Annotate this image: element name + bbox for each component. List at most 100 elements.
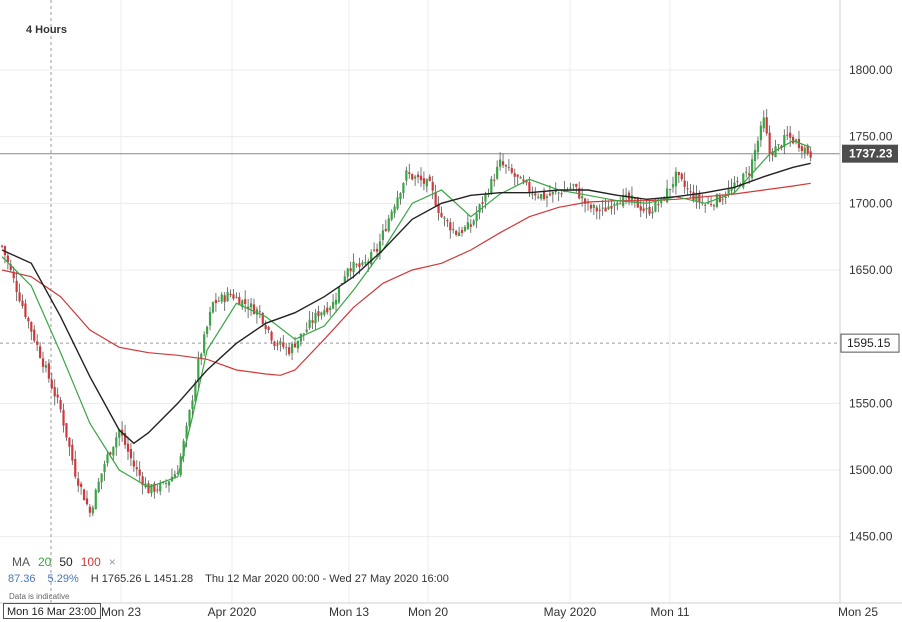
candle-body xyxy=(513,173,516,177)
candle-body xyxy=(490,178,493,194)
price-change-percent: 5.29% xyxy=(47,573,79,585)
candle-body xyxy=(528,181,531,193)
ma50-line xyxy=(1,162,811,445)
candle-body xyxy=(77,478,80,486)
candle-body xyxy=(642,208,645,211)
candle-body xyxy=(203,334,206,354)
remove-ma-icon[interactable]: × xyxy=(108,555,116,569)
date-range: Thu 12 Mar 2020 00:00 - Wed 27 May 2020 … xyxy=(205,573,449,585)
candle-body xyxy=(431,182,434,191)
candle-body xyxy=(82,489,86,501)
candle-body xyxy=(153,483,156,492)
candle-body xyxy=(273,341,276,347)
candle-body xyxy=(768,132,771,154)
candle-body xyxy=(809,151,812,158)
candle-body xyxy=(343,276,346,283)
candle-body xyxy=(437,203,440,214)
candle-body xyxy=(185,425,188,439)
candle-body xyxy=(296,340,300,349)
candle-body xyxy=(352,261,355,273)
candle-body xyxy=(97,481,100,493)
candle-body xyxy=(138,469,141,476)
candle-body xyxy=(715,194,719,207)
crosshair-price-label: 1595.15 xyxy=(847,336,891,350)
candle-body xyxy=(416,174,420,178)
candle-body xyxy=(501,161,505,166)
candle-body xyxy=(62,409,65,426)
indicative-data-notice: Data is indicative xyxy=(9,592,70,601)
candle-body xyxy=(586,202,590,204)
candle-body xyxy=(707,202,710,204)
x-tick-label: Mon 13 xyxy=(329,605,369,619)
y-tick-label: 1750.00 xyxy=(849,130,893,144)
candle-body xyxy=(610,206,613,209)
candle-body xyxy=(33,329,36,341)
candle-body xyxy=(364,262,367,264)
candle-body xyxy=(317,311,320,317)
candle-body xyxy=(390,211,393,220)
crosshair-time-label: Mon 16 Mar 23:00 xyxy=(3,603,101,619)
ma-50-period[interactable]: 50 xyxy=(59,555,73,569)
candle-body xyxy=(132,460,135,467)
candle-body xyxy=(803,147,806,154)
candle-body xyxy=(507,166,510,168)
y-tick-label: 1500.00 xyxy=(849,463,893,477)
candle-body xyxy=(147,483,150,494)
candle-body xyxy=(115,437,118,448)
candle-body xyxy=(671,184,675,188)
y-tick-label: 1550.00 xyxy=(849,396,893,410)
candle-body xyxy=(677,171,680,175)
candle-body xyxy=(112,446,115,456)
candle-body xyxy=(692,192,695,201)
candle-body xyxy=(756,140,760,153)
interval-label[interactable]: 4 Hours xyxy=(26,24,67,36)
candle-body xyxy=(774,146,777,158)
candle-body xyxy=(94,489,97,510)
candle-body xyxy=(736,181,739,183)
candle-body xyxy=(340,283,343,285)
candle-body xyxy=(721,199,724,201)
x-tick-label: Mon 25 xyxy=(838,605,878,619)
price-axis[interactable]: 1800.00 1750.00 1700.00 1650.00 1550.00 1500.… xyxy=(849,63,893,544)
candle-body xyxy=(326,307,329,313)
candle-body xyxy=(44,365,48,368)
candle-body xyxy=(129,449,133,459)
time-axis[interactable]: Mon 23 Apr 2020 Mon 13 Mon 20 May 2020 Mon 11… xyxy=(101,605,878,619)
candle-body xyxy=(396,197,399,209)
candle-body xyxy=(21,300,24,307)
ma-legend-label: MA xyxy=(12,555,30,569)
price-stats: 87.36 5.29% H 1765.26 L 1451.28 Thu 12 M… xyxy=(8,573,449,585)
candle-body xyxy=(249,303,253,308)
candle-body xyxy=(334,299,338,305)
candle-body xyxy=(30,322,33,332)
candle-body xyxy=(329,307,332,310)
ma-100-period[interactable]: 100 xyxy=(80,555,101,569)
candle-body xyxy=(288,347,291,355)
candle-body xyxy=(765,117,768,134)
candle-body xyxy=(411,174,414,180)
candle-body xyxy=(789,132,792,138)
candle-body xyxy=(645,208,648,210)
candle-body xyxy=(686,188,689,190)
candle-body xyxy=(434,192,437,206)
candle-body xyxy=(9,264,12,270)
candle-body xyxy=(12,271,15,279)
candle-body xyxy=(777,144,780,146)
candle-body xyxy=(575,183,578,187)
candle-body xyxy=(299,333,302,342)
candle-body xyxy=(176,472,179,474)
candle-body xyxy=(106,454,109,464)
candle-body xyxy=(311,320,314,323)
candle-body xyxy=(167,481,171,486)
candle-body xyxy=(173,474,176,479)
candle-body xyxy=(361,262,364,265)
candle-body xyxy=(211,302,215,313)
candle-body xyxy=(247,306,250,309)
candle-body xyxy=(53,387,56,397)
candle-body xyxy=(305,329,308,333)
candle-body xyxy=(135,467,138,470)
ma-20-period[interactable]: 20 xyxy=(38,555,52,569)
candle-body xyxy=(452,228,455,231)
candle-body xyxy=(794,139,798,142)
